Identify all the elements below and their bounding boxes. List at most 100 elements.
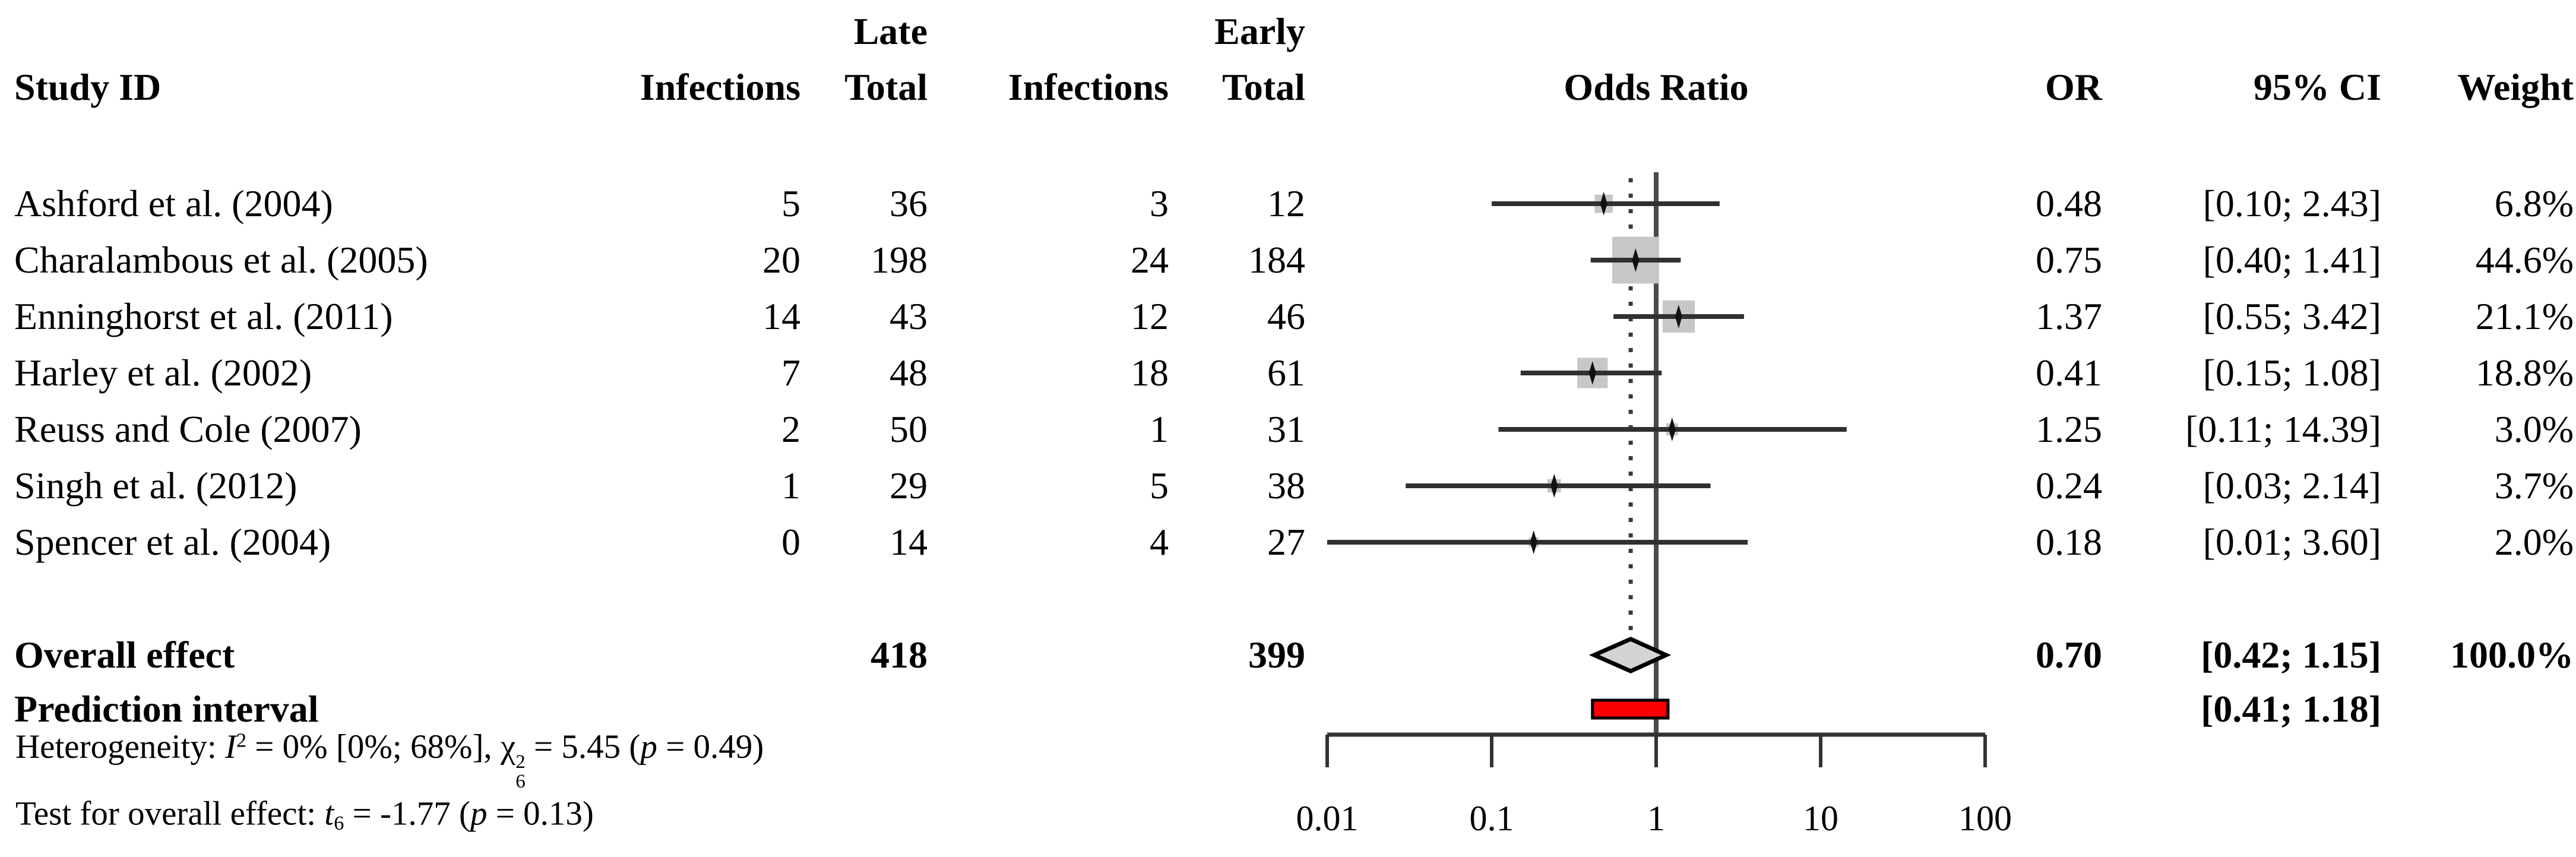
early-total-value: 46: [1267, 295, 1305, 337]
early-total-value: 31: [1267, 408, 1305, 450]
weight-value: 2.0%: [2494, 521, 2574, 563]
early-infections-value: 24: [1131, 239, 1169, 281]
point-marker: [1550, 474, 1558, 498]
point-marker: [1632, 248, 1640, 272]
late-infections-value: 2: [781, 408, 800, 450]
overall-late-total: 418: [871, 634, 928, 676]
ci-value: [0.15; 1.08]: [2202, 352, 2381, 394]
early-total-value: 12: [1267, 182, 1305, 224]
late-infections-value: 1: [781, 464, 800, 507]
weight-value: 6.8%: [2494, 182, 2574, 224]
study-name: Ashford et al. (2004): [14, 182, 333, 224]
overall-label: Overall effect: [14, 634, 235, 676]
x-axis-tick-label: 0.01: [1296, 799, 1359, 838]
x-axis-tick-label: 0.1: [1469, 799, 1514, 838]
het-seg2: = 5.45 (: [525, 728, 641, 766]
test-prefix: Test for overall effect:: [15, 795, 325, 833]
late-total-value: 43: [890, 295, 928, 337]
col-header-odds-ratio: Odds Ratio: [1564, 66, 1749, 108]
early-infections-value: 4: [1150, 521, 1169, 563]
late-total-value: 29: [890, 464, 928, 507]
early-total-value: 38: [1267, 464, 1305, 507]
x-axis-tick-label: 100: [1958, 799, 2012, 838]
prediction-ci-value: [0.41; 1.18]: [2201, 688, 2381, 730]
ci-value: [0.01; 3.60]: [2202, 521, 2381, 563]
late-total-value: 50: [890, 408, 928, 450]
col-header-or: OR: [2045, 66, 2102, 108]
het-p-symbol: p: [640, 728, 657, 766]
het-seg1: = 0% [0%; 68%],: [246, 728, 501, 766]
or-value: 0.18: [2036, 521, 2102, 563]
weight-value: 44.6%: [2475, 239, 2574, 281]
het-chi-sup: 2: [515, 751, 526, 773]
het-seg3: = 0.49): [657, 728, 764, 766]
group-header-early: Early: [1214, 10, 1305, 52]
test-p-symbol: p: [470, 795, 488, 833]
ci-value: [0.10; 2.43]: [2202, 182, 2381, 224]
group-header-late: Late: [853, 10, 928, 52]
late-infections-value: 20: [762, 239, 800, 281]
or-value: 0.24: [2036, 464, 2102, 507]
overall-or-value: 0.70: [2036, 634, 2102, 676]
ci-value: [0.11; 14.39]: [2185, 408, 2381, 450]
early-total-value: 61: [1267, 352, 1305, 394]
col-header-ci: 95% CI: [2253, 66, 2381, 108]
col-header-infections-early: Infections: [1008, 66, 1169, 108]
late-infections-value: 7: [781, 352, 800, 394]
prediction-interval-bar: [1591, 698, 1670, 720]
overall-diamond: [1588, 637, 1672, 673]
study-name: Reuss and Cole (2007): [14, 408, 362, 450]
late-total-value: 198: [871, 239, 928, 281]
point-marker: [1668, 418, 1676, 441]
het-i-sup: 2: [236, 729, 247, 752]
weight-value: 3.0%: [2494, 408, 2574, 450]
het-chi-sub: 6: [515, 770, 526, 792]
col-header-total-late: Total: [844, 66, 928, 108]
ci-value: [0.03; 2.14]: [2202, 464, 2381, 507]
or-value: 0.41: [2036, 352, 2102, 394]
late-total-value: 48: [890, 352, 928, 394]
x-axis-tick-label: 10: [1803, 799, 1838, 838]
col-header-infections-late: Infections: [640, 66, 800, 108]
late-infections-value: 5: [781, 182, 800, 224]
study-name: Charalambous et al. (2005): [14, 239, 428, 281]
weight-value: 3.7%: [2494, 464, 2574, 507]
study-name: Harley et al. (2002): [14, 352, 312, 394]
point-marker: [1588, 361, 1596, 385]
overall-ci-value: [0.42; 1.15]: [2201, 634, 2381, 676]
col-header-total-early: Total: [1222, 66, 1305, 108]
test-seg2: = 0.13): [487, 795, 594, 833]
point-marker: [1600, 192, 1607, 216]
het-chi-symbol: χ: [500, 728, 516, 766]
het-prefix: Heterogeneity:: [15, 728, 225, 766]
ci-value: [0.55; 3.42]: [2202, 295, 2381, 337]
early-infections-value: 5: [1150, 464, 1169, 507]
overall-weight-value: 100.0%: [2450, 634, 2574, 676]
study-name: Spencer et al. (2004): [14, 521, 331, 563]
overall-test-note: Test for overall effect: t6 = -1.77 (p =…: [15, 795, 594, 834]
late-total-value: 36: [890, 182, 928, 224]
weight-value: 18.8%: [2475, 352, 2574, 394]
col-header-weight: Weight: [2457, 66, 2574, 108]
col-header-study: Study ID: [14, 66, 162, 108]
study-name: Enninghorst et al. (2011): [14, 295, 393, 337]
early-infections-value: 18: [1131, 352, 1169, 394]
point-marker: [1530, 530, 1537, 554]
het-i-symbol: I: [224, 728, 236, 766]
early-total-value: 184: [1248, 239, 1305, 281]
or-value: 1.25: [2036, 408, 2102, 450]
or-value: 1.37: [2036, 295, 2102, 337]
early-total-value: 27: [1267, 521, 1305, 563]
weight-value: 21.1%: [2475, 295, 2574, 337]
test-seg1: = -1.77 (: [344, 795, 470, 833]
late-infections-value: 0: [781, 521, 800, 563]
late-infections-value: 14: [762, 295, 800, 337]
early-infections-value: 1: [1150, 408, 1169, 450]
ci-value: [0.40; 1.41]: [2202, 239, 2381, 281]
or-value: 0.75: [2036, 239, 2102, 281]
prediction-label: Prediction interval: [14, 688, 319, 730]
